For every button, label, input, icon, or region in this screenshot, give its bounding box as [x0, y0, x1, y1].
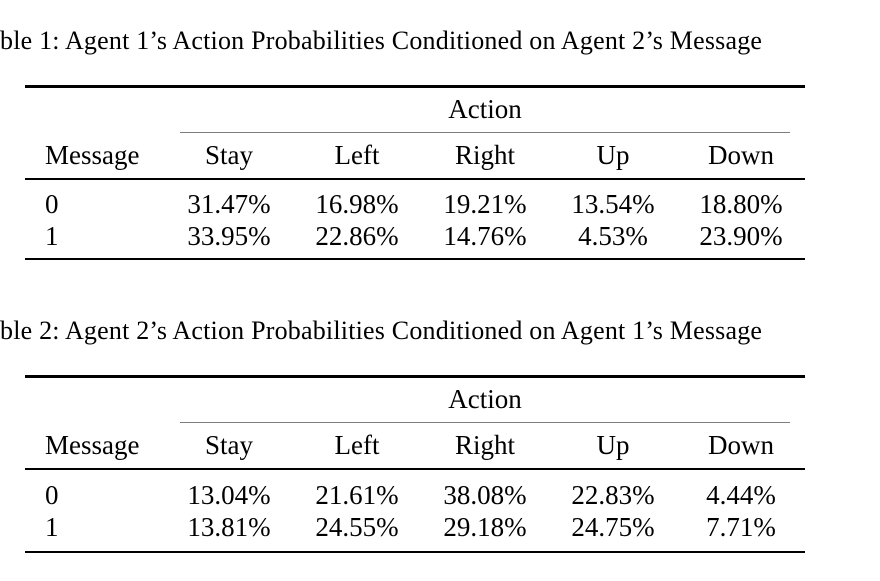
table-1-body: 0 31.47% 16.98% 19.21% 13.54% 18.80% 1 3… [25, 180, 805, 258]
column-header-message: Message [45, 429, 140, 460]
probability-cell: 18.80% [699, 188, 783, 219]
table-row: 1 33.95% 22.86% 14.76% 4.53% 23.90% [25, 220, 805, 252]
probability-cell: 23.90% [699, 220, 783, 251]
column-header-down: Down [708, 139, 774, 170]
table-2-cmidrule [180, 421, 790, 423]
table-2-top-rule [25, 375, 805, 378]
probability-cell: 22.86% [315, 220, 399, 251]
table-2-group-header-row: Action [25, 378, 805, 422]
table-1-bottom-rule [25, 257, 805, 260]
table-1-cmidrule [180, 131, 790, 133]
probability-cell: 4.53% [578, 220, 648, 251]
probability-cell: 29.18% [443, 511, 527, 542]
probability-cell: 16.98% [315, 188, 399, 219]
probability-cell: 31.47% [187, 188, 271, 219]
table-1: Action Message Stay Left Right Up Down 0… [25, 85, 805, 260]
probability-cell: 22.83% [571, 479, 655, 510]
column-header-stay: Stay [204, 429, 253, 460]
probability-cell: 13.81% [187, 511, 271, 542]
probability-cell: 19.21% [443, 188, 527, 219]
message-cell: 1 [45, 511, 59, 542]
table-row: 0 13.04% 21.61% 38.08% 22.83% 4.44% [25, 479, 805, 511]
column-header-up: Up [596, 139, 630, 170]
message-cell: 0 [45, 188, 59, 219]
column-header-right: Right [454, 429, 515, 460]
table-2-mid-rule [25, 467, 805, 470]
column-header-right: Right [454, 139, 515, 170]
table-2: Action Message Stay Left Right Up Down 0… [25, 375, 805, 553]
column-header-left: Left [334, 139, 380, 170]
table-row: 1 13.81% 24.55% 29.18% 24.75% 7.71% [25, 511, 805, 543]
probability-cell: 7.71% [706, 511, 776, 542]
probability-cell: 24.75% [571, 511, 655, 542]
probability-cell: 13.54% [571, 188, 655, 219]
probability-cell: 24.55% [315, 511, 399, 542]
table-1-mid-rule [25, 177, 805, 180]
table-1-action-group-header: Action [448, 94, 522, 124]
table-2-body: 0 13.04% 21.61% 38.08% 22.83% 4.44% 1 13… [25, 470, 805, 551]
table-1-caption: ble 1: Agent 1’s Action Probabilities Co… [0, 26, 763, 55]
message-cell: 1 [45, 220, 59, 251]
column-header-down: Down [708, 429, 774, 460]
probability-cell: 13.04% [187, 479, 271, 510]
table-2-caption: ble 2: Agent 2’s Action Probabilities Co… [0, 316, 763, 345]
table-1-group-header-row: Action [25, 88, 805, 132]
probability-cell: 33.95% [187, 220, 271, 251]
table-2-action-group-header: Action [448, 384, 522, 414]
table-row: 0 31.47% 16.98% 19.21% 13.54% 18.80% [25, 188, 805, 220]
message-cell: 0 [45, 479, 59, 510]
probability-cell: 4.44% [706, 479, 776, 510]
table-2-bottom-rule [25, 550, 805, 553]
column-header-up: Up [596, 429, 630, 460]
probability-cell: 14.76% [443, 220, 527, 251]
column-header-left: Left [334, 429, 380, 460]
probability-cell: 21.61% [315, 479, 399, 510]
column-header-message: Message [45, 139, 140, 170]
column-header-stay: Stay [204, 139, 253, 170]
table-2-header-row: Message Stay Left Right Up Down [25, 423, 805, 468]
table-1-top-rule [25, 85, 805, 88]
table-1-header-row: Message Stay Left Right Up Down [25, 133, 805, 178]
probability-cell: 38.08% [443, 479, 527, 510]
